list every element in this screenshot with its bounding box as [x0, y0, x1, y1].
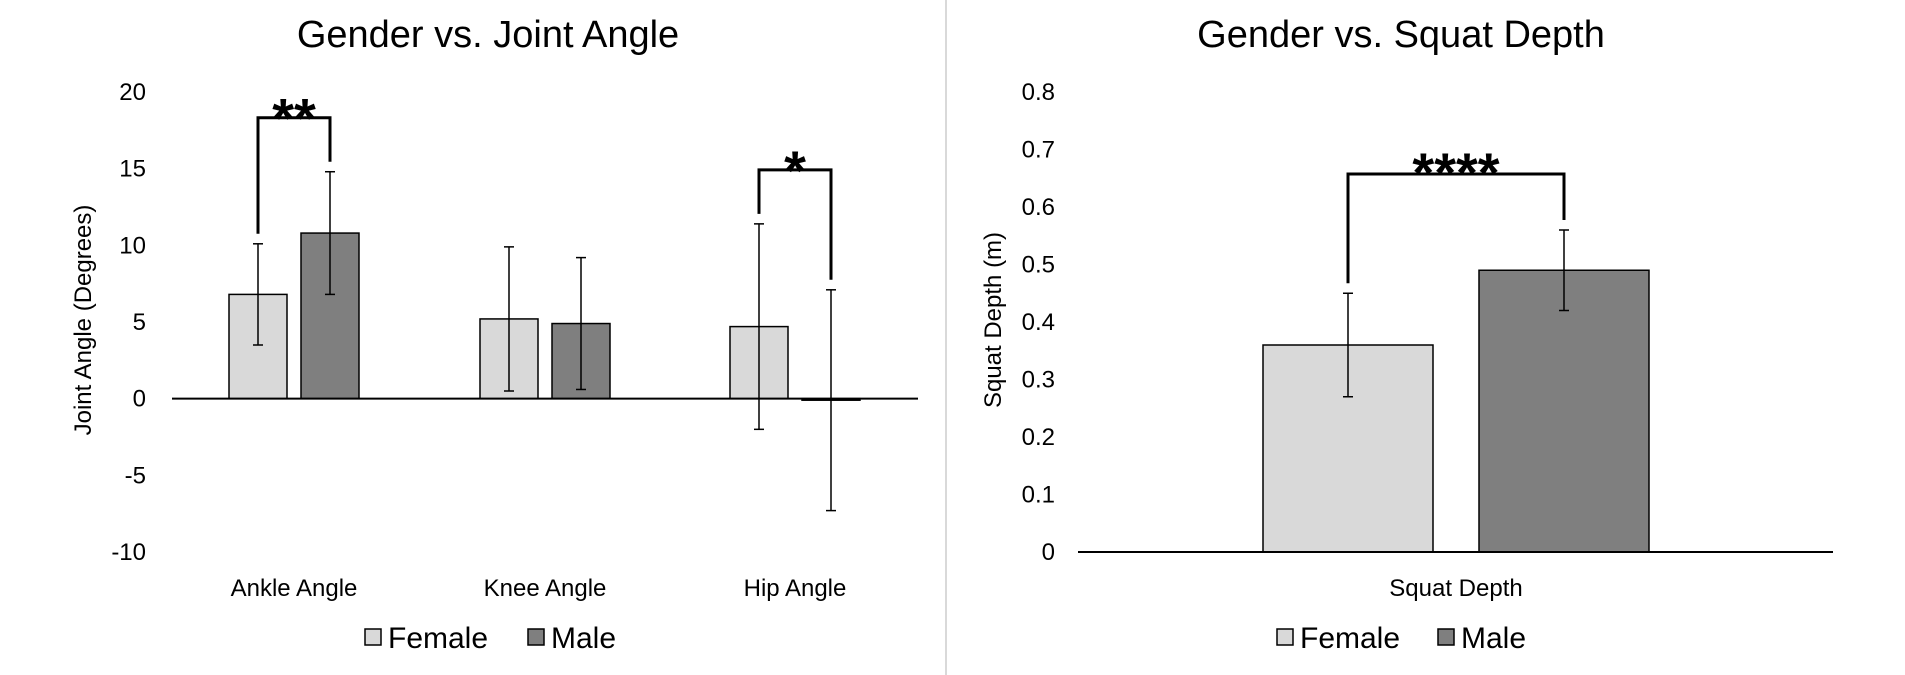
category-label: Hip Angle	[744, 575, 847, 602]
joint-angle-chart-title: Gender vs. Joint Angle	[297, 14, 679, 56]
y-tick-label: 5	[133, 309, 146, 336]
squat-depth-y-axis-label: Squat Depth (m)	[980, 232, 1007, 408]
category-label: Squat Depth	[1389, 575, 1522, 602]
legend-label-male: Male	[551, 622, 616, 655]
legend-swatch-male	[1437, 628, 1455, 646]
bar-male	[1478, 269, 1650, 553]
error-bar	[826, 289, 836, 512]
joint-angle-category-labels: Ankle Angle Knee Angle Hip Angle	[231, 575, 847, 602]
squat-depth-legend: Female Male	[1276, 622, 1526, 655]
y-tick-label: 0.4	[1022, 309, 1055, 336]
error-bar	[1343, 292, 1353, 398]
legend-swatch-male	[527, 628, 545, 646]
error-bar	[1559, 229, 1569, 312]
significance-stars: *	[784, 139, 806, 202]
category-label: Knee Angle	[484, 575, 607, 602]
joint-angle-legend: Female Male	[364, 622, 616, 655]
joint-angle-chart: Gender vs. Joint Angle Joint Angle (Degr…	[70, 14, 918, 655]
squat-depth-chart: Gender vs. Squat Depth Squat Depth (m) 0…	[980, 14, 1833, 655]
joint-angle-significance: ***	[256, 87, 833, 280]
y-tick-label: 15	[119, 156, 146, 183]
y-tick-label: 0	[133, 386, 146, 413]
error-bar	[754, 223, 764, 431]
significance-bracket: *	[757, 139, 833, 280]
squat-depth-significance: ****	[1346, 141, 1566, 284]
legend-swatch-female	[364, 628, 382, 646]
y-tick-label: 0.2	[1022, 424, 1055, 451]
squat-depth-chart-title: Gender vs. Squat Depth	[1197, 14, 1605, 56]
legend-label-female: Female	[388, 622, 488, 655]
y-tick-label: 0.7	[1022, 137, 1055, 164]
y-tick-label: -5	[125, 462, 146, 489]
y-tick-label: 0.6	[1022, 194, 1055, 221]
y-tick-label: 0.3	[1022, 367, 1055, 394]
y-tick-label: 20	[119, 79, 146, 106]
error-bar	[325, 170, 335, 296]
squat-depth-category-labels: Squat Depth	[1389, 575, 1522, 602]
significance-bracket: **	[256, 87, 332, 234]
joint-angle-error-bars	[253, 170, 836, 512]
joint-angle-y-ticks: -10 -5 0 5 10 15 20	[111, 79, 146, 566]
y-tick-label: 0.5	[1022, 252, 1055, 279]
error-bar	[504, 246, 514, 392]
significance-stars: **	[272, 87, 316, 150]
squat-depth-y-ticks: 0 0.1 0.2 0.3 0.4 0.5 0.6 0.7 0.8	[1022, 79, 1055, 566]
significance-bracket: ****	[1346, 141, 1566, 284]
joint-angle-y-axis-label: Joint Angle (Degrees)	[70, 205, 97, 436]
error-bar	[253, 243, 263, 346]
squat-depth-error-bars	[1343, 229, 1569, 398]
significance-stars: ****	[1412, 141, 1499, 204]
legend-label-female: Female	[1300, 622, 1400, 655]
error-bar	[576, 256, 586, 391]
y-tick-label: 0.8	[1022, 79, 1055, 106]
y-tick-label: 0	[1042, 539, 1055, 566]
legend-label-male: Male	[1461, 622, 1526, 655]
y-tick-label: -10	[111, 539, 146, 566]
legend-swatch-female	[1276, 628, 1294, 646]
y-tick-label: 0.1	[1022, 482, 1055, 509]
category-label: Ankle Angle	[231, 575, 358, 602]
y-tick-label: 10	[119, 232, 146, 259]
